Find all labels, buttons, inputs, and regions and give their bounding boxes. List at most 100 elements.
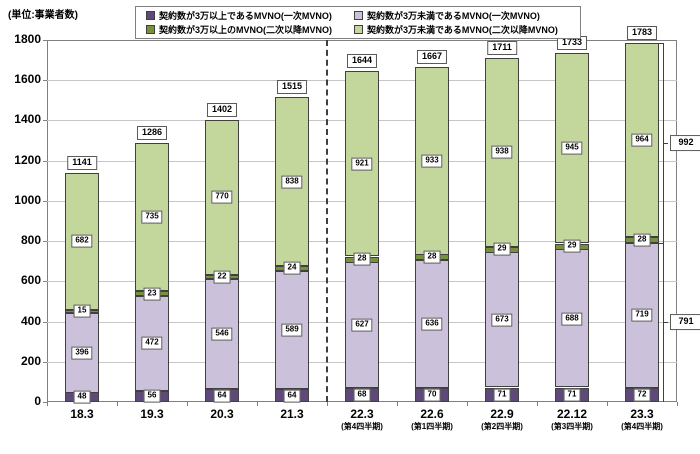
- x-axis-tick: [677, 402, 678, 406]
- x-axis-label: 19.3: [140, 407, 164, 421]
- y-axis-label: 600: [20, 273, 41, 287]
- x-axis-tick: [537, 402, 538, 406]
- y-axis-tick: [43, 362, 47, 363]
- y-axis-label: 800: [20, 233, 41, 247]
- annotation-tick: [663, 322, 668, 323]
- y-axis-label: 1000: [14, 193, 41, 207]
- x-axis-sublabel: (第2四半期): [481, 422, 523, 431]
- x-axis-sublabel: (第4四半期): [341, 422, 383, 431]
- legend-item: 契約数が3万以上のMVNO(二次以降MVNO): [146, 25, 332, 35]
- segment-value-label: 682: [71, 234, 93, 248]
- x-axis-label: 22.12: [556, 407, 588, 421]
- segment-value-label: 636: [421, 317, 443, 331]
- annotation-bracket-cap: [653, 43, 663, 44]
- x-axis-label: 22.9: [490, 407, 514, 421]
- annotation-bracket-cap: [653, 243, 663, 244]
- segment-value-label: 29: [493, 242, 511, 256]
- x-axis-tick: [187, 402, 188, 406]
- legend-label: 契約数が3万以上であるMVNO(一次MVNO): [159, 11, 332, 21]
- y-axis-label: 0: [34, 394, 41, 408]
- x-axis-label: 22.3: [350, 407, 374, 421]
- segment-value-label: 56: [143, 389, 161, 403]
- segment-value-label: 15: [73, 304, 91, 318]
- x-axis-sublabel: (第3四半期): [551, 422, 593, 431]
- segment-value-label: 64: [213, 389, 231, 403]
- y-axis-tick: [43, 322, 47, 323]
- segment-value-label: 28: [423, 250, 441, 264]
- segment-value-label: 673: [491, 313, 513, 327]
- segment-value-label: 24: [283, 261, 301, 275]
- total-value-label: 1711: [487, 41, 517, 55]
- segment-value-label: 838: [281, 175, 303, 189]
- y-axis-tick: [43, 281, 47, 282]
- x-axis-tick: [397, 402, 398, 406]
- y-axis-tick: [43, 201, 47, 202]
- total-value-label: 1515: [276, 80, 308, 94]
- total-value-label: 1667: [416, 50, 448, 64]
- y-axis-label: 1200: [14, 153, 41, 167]
- segment-value-label: 23: [143, 287, 161, 301]
- total-value-label: 1644: [346, 54, 378, 68]
- segment-value-label: 28: [353, 252, 371, 266]
- segment-value-label: 71: [563, 388, 581, 402]
- segment-value-label: 938: [491, 145, 513, 159]
- x-axis-tick: [47, 402, 48, 406]
- annotation-label: 992: [670, 135, 700, 151]
- y-axis-tick: [43, 120, 47, 121]
- bar-segment: [625, 43, 659, 237]
- segment-value-label: 71: [493, 388, 511, 402]
- y-axis-label: 400: [20, 314, 41, 328]
- segment-value-label: 964: [631, 133, 653, 147]
- segment-value-label: 627: [351, 318, 373, 332]
- legend-item: 契約数が3万以上であるMVNO(一次MVNO): [146, 11, 332, 21]
- y-axis-label: 200: [20, 354, 41, 368]
- x-axis-tick: [327, 402, 328, 406]
- annotation-tick: [663, 143, 668, 144]
- segment-value-label: 921: [351, 157, 373, 171]
- x-axis-label: 23.3: [630, 407, 654, 421]
- legend-item: 契約数が3万未満であるMVNO(一次MVNO): [354, 11, 540, 21]
- x-axis-tick: [117, 402, 118, 406]
- segment-value-label: 22: [213, 270, 231, 284]
- y-axis-tick: [43, 241, 47, 242]
- legend-swatch-icon: [354, 11, 363, 20]
- bar-segment: [555, 249, 589, 387]
- legend-label: 契約数が3万以上のMVNO(二次以降MVNO): [159, 25, 333, 35]
- total-value-label: 1402: [206, 103, 238, 117]
- segment-value-label: 688: [561, 312, 583, 326]
- period-separator-line: [326, 40, 328, 402]
- segment-value-label: 48: [73, 390, 91, 404]
- total-value-label: 1141: [67, 156, 97, 170]
- y-axis-label: 1800: [14, 32, 41, 46]
- segment-value-label: 546: [211, 327, 233, 341]
- y-axis-tick: [43, 402, 47, 403]
- x-axis-label: 22.6: [420, 407, 444, 421]
- x-axis-tick: [607, 402, 608, 406]
- y-axis-label: 1600: [14, 72, 41, 86]
- x-axis-label: 18.3: [70, 407, 94, 421]
- segment-value-label: 589: [281, 323, 303, 337]
- segment-value-label: 29: [563, 239, 581, 253]
- bar-segment: [555, 53, 589, 243]
- bar-segment: [65, 313, 99, 393]
- legend-swatch-icon: [146, 25, 155, 34]
- y-axis-tick: [43, 80, 47, 81]
- total-value-label: 1286: [136, 126, 168, 140]
- segment-value-label: 933: [421, 154, 443, 168]
- x-axis-tick: [257, 402, 258, 406]
- segment-value-label: 770: [211, 190, 233, 204]
- segment-value-label: 64: [283, 389, 301, 403]
- annotation-label: 791: [670, 314, 700, 330]
- x-axis-tick: [467, 402, 468, 406]
- segment-value-label: 396: [71, 346, 93, 360]
- segment-value-label: 72: [633, 388, 651, 402]
- legend: 契約数が3万以上であるMVNO(一次MVNO) 契約数が3万未満であるMVNO(一…: [135, 6, 581, 39]
- segment-value-label: 735: [141, 210, 163, 224]
- x-axis-label: 20.3: [210, 407, 234, 421]
- y-axis-tick: [43, 40, 47, 41]
- total-value-label: 1783: [626, 26, 658, 40]
- legend-item: 契約数が3万未満であるMVNO(二次以降MVNO): [354, 25, 558, 35]
- segment-value-label: 28: [633, 233, 651, 247]
- unit-label: (単位:事業者数): [8, 10, 78, 21]
